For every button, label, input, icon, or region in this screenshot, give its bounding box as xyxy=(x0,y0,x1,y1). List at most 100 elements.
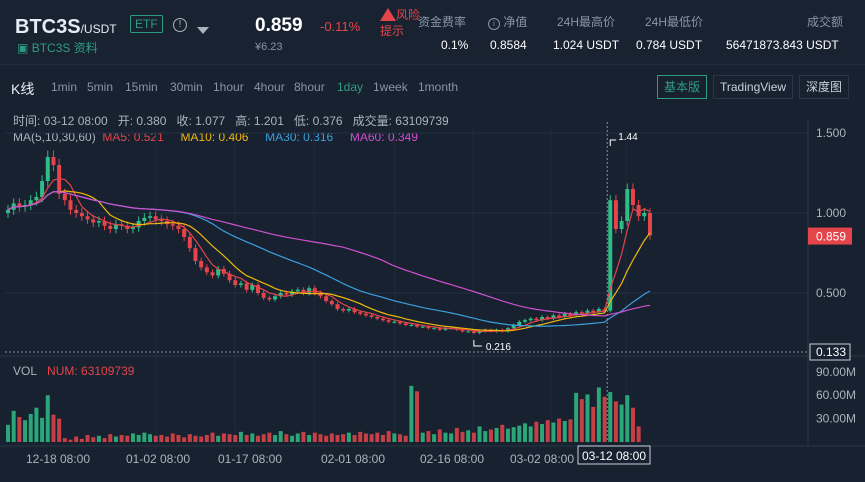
volume-legend: VOL NUM: 63109739 xyxy=(13,364,134,378)
volume-bar xyxy=(437,429,442,442)
volume-bar xyxy=(613,401,618,442)
candle-body xyxy=(409,325,414,326)
candle-body xyxy=(528,318,533,321)
symbol-info-link[interactable]: ▣ BTC3S 资料 xyxy=(17,39,98,56)
current-price-tag xyxy=(808,227,852,245)
volume-bar xyxy=(165,436,170,442)
interval-1month[interactable]: 1month xyxy=(418,80,459,94)
volume-bar xyxy=(324,435,329,442)
ohlc-info: 时间: 03-12 08:00 开: 0.380 收: 1.077 高: 1.2… xyxy=(13,112,449,129)
crosshair-price-label: 0.133 xyxy=(816,345,846,359)
volume-bar xyxy=(636,426,641,442)
candle-body xyxy=(261,293,266,298)
candle-body xyxy=(34,197,39,201)
volume-bar xyxy=(187,434,192,442)
candle-body xyxy=(363,313,368,316)
candle-body xyxy=(113,224,118,229)
candle-body xyxy=(170,224,175,226)
interval-15min[interactable]: 15min xyxy=(125,80,158,94)
candle-body xyxy=(329,301,334,305)
candle-body xyxy=(318,293,323,297)
high-marker-arrow xyxy=(609,139,617,146)
candle-body xyxy=(642,213,647,217)
candle-body xyxy=(102,221,107,226)
symbol-info-label: BTC3S 资料 xyxy=(31,41,98,55)
volume-bar xyxy=(28,413,33,442)
warning-icon xyxy=(380,8,396,21)
candle-body xyxy=(596,309,601,313)
info-icon[interactable]: i xyxy=(488,18,500,30)
volume-bar xyxy=(62,438,67,442)
volume-bar xyxy=(170,433,175,442)
candle-body xyxy=(591,310,596,313)
volume-bar xyxy=(34,407,39,442)
view-depth-button[interactable]: 深度图 xyxy=(799,75,850,99)
volume-bar xyxy=(6,424,10,442)
volume-axis-label: 90.00M xyxy=(816,365,856,379)
candle-body xyxy=(636,205,641,217)
volume-bar xyxy=(295,433,300,442)
interval-30min[interactable]: 30min xyxy=(170,80,203,94)
volume-bar xyxy=(398,434,403,442)
info-icon[interactable]: ! xyxy=(173,18,187,32)
ma10-line xyxy=(7,190,651,332)
interval-1min[interactable]: 1min xyxy=(51,80,78,94)
volume-bar xyxy=(369,434,374,442)
volume-bar xyxy=(79,438,84,442)
volume-bar xyxy=(216,435,221,442)
candle-body xyxy=(471,331,476,333)
interval-1hour[interactable]: 1hour xyxy=(213,80,244,94)
candle-body xyxy=(233,280,238,285)
candle-body xyxy=(380,318,385,321)
volume-bar xyxy=(204,434,209,442)
volume-bar xyxy=(420,432,425,442)
candle-body xyxy=(148,216,153,218)
volume-bar xyxy=(142,432,147,442)
candle-body xyxy=(284,293,289,295)
volume-axis-label: 30.00M xyxy=(816,412,856,426)
candle-body xyxy=(346,309,351,311)
candle-body xyxy=(551,315,556,319)
interval-8hour[interactable]: 8hour xyxy=(294,80,325,94)
kline-chart[interactable]: 1.500 1.000 0.500 1.44 0.216 0.859 0.133 90.00M… xyxy=(0,106,865,482)
candle-body xyxy=(562,313,567,317)
volume-bar xyxy=(477,426,482,442)
volume-bar xyxy=(221,433,226,442)
volume-bar xyxy=(227,434,232,442)
chevron-down-icon[interactable] xyxy=(197,27,209,34)
volume-bar xyxy=(392,433,397,442)
interval-1day[interactable]: 1day xyxy=(337,80,364,94)
volume-bar xyxy=(568,419,573,442)
candle-body xyxy=(375,317,380,319)
volume-bar xyxy=(540,424,545,442)
interval-4hour[interactable]: 4hour xyxy=(254,80,285,94)
candle-body xyxy=(358,312,363,314)
risk-warning-link[interactable]: 风险提示 xyxy=(380,7,420,39)
ohlc-volume: 成交量: 63109739 xyxy=(352,114,449,128)
view-basic-button[interactable]: 基本版 xyxy=(657,75,708,99)
candle-body xyxy=(335,304,340,309)
interval-1week[interactable]: 1week xyxy=(373,80,408,94)
etf-badge: ETF xyxy=(130,15,163,33)
interval-5min[interactable]: 5min xyxy=(87,80,114,94)
candle-body xyxy=(238,283,243,285)
volume-bar xyxy=(591,406,596,442)
volume-bar xyxy=(244,434,249,442)
low-marker-label: 0.216 xyxy=(486,342,511,353)
candle-body xyxy=(613,200,618,229)
volume-bar xyxy=(403,435,408,442)
volume-bar xyxy=(11,410,16,442)
volume-bar xyxy=(301,431,306,442)
ma30-line xyxy=(7,191,651,327)
stat-label-low: 24H最低价 xyxy=(645,15,704,29)
candle-body xyxy=(130,227,135,229)
volume-bar xyxy=(585,394,590,442)
candle-body xyxy=(74,209,79,213)
symbol-quote: /USDT xyxy=(80,22,117,36)
candle-body xyxy=(142,217,147,221)
candle-body xyxy=(85,216,90,220)
volume-bar xyxy=(551,422,556,442)
cny-price: ¥6.23 xyxy=(255,41,283,53)
view-tradingview-button[interactable]: TradingView xyxy=(713,75,794,99)
candle-body xyxy=(153,216,158,220)
